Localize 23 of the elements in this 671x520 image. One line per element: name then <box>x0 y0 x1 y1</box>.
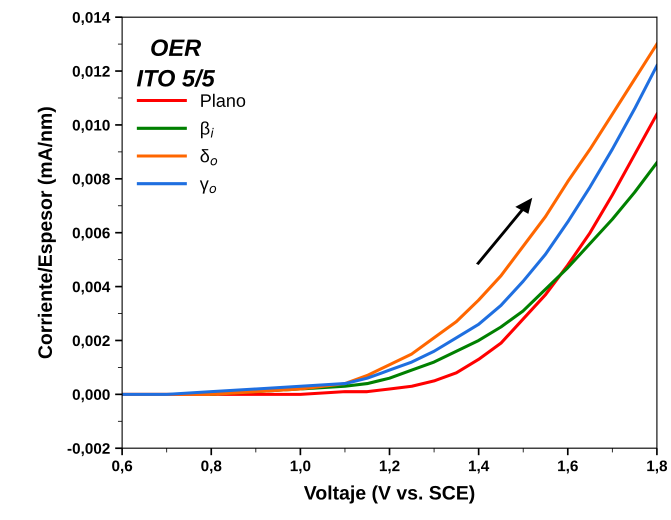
y-tick-label: 0,010 <box>72 120 110 133</box>
x-tick-label: 1,4 <box>468 460 490 474</box>
x-tick-label: 1,8 <box>647 460 668 474</box>
y-tick-label: 0,012 <box>72 66 110 79</box>
x-tick-label: 1,6 <box>558 460 578 474</box>
y-tick-label: 0,008 <box>72 174 110 187</box>
legend-label: β$_{i}$ <box>201 121 214 138</box>
x-tick-label: 1,0 <box>290 460 310 474</box>
x-tick-label: 0,8 <box>201 460 222 474</box>
y-tick-label: 0,002 <box>72 335 110 348</box>
text: OER ITO 5/5 <box>136 39 216 87</box>
x-tick-label: 1,2 <box>380 460 400 474</box>
x-axis-title: Voltaje (V vs. SCE) <box>304 485 474 504</box>
y-tick-label: 0,014 <box>72 12 110 26</box>
y-tick-label: 0,000 <box>72 389 110 402</box>
y-tick-label: 0,006 <box>72 228 110 241</box>
legend-label: γ$_{o}$ <box>200 180 216 194</box>
x-tick-label: 0,6 <box>112 460 132 474</box>
legend-label: Plano <box>201 94 246 108</box>
y-tick-label: 0,004 <box>72 281 110 294</box>
legend-label: δ$_{o}$ <box>200 149 218 166</box>
y-tick-label: -0,002 <box>68 443 110 456</box>
y-axis-title: Corriente/Espesor (mA/nm) <box>38 107 56 358</box>
